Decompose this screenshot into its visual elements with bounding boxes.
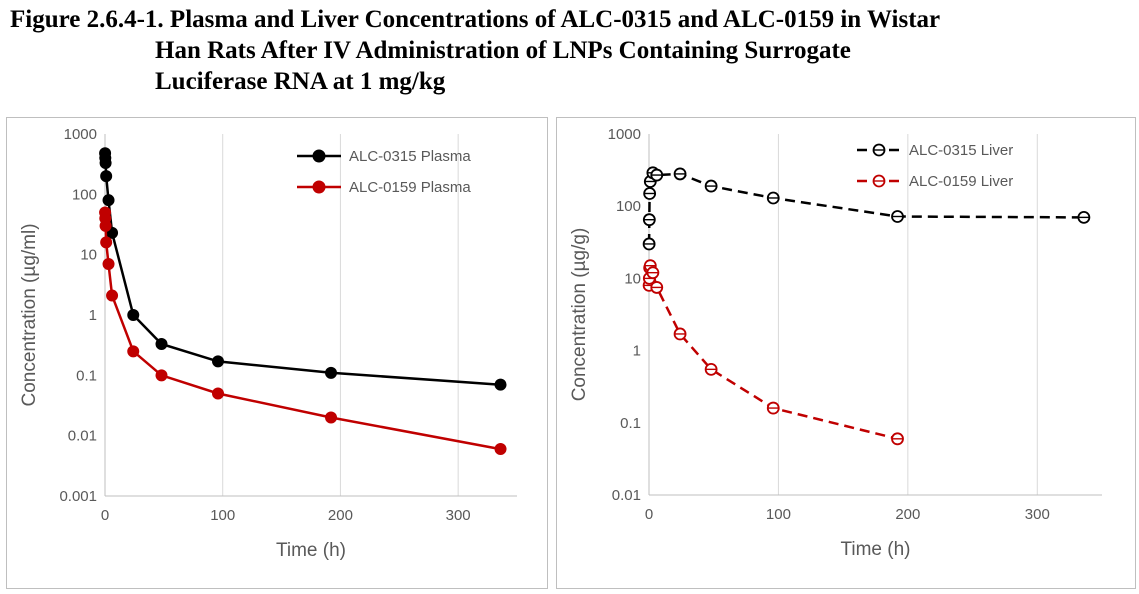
y-tick-label: 0.01: [612, 487, 641, 504]
y-tick-label: 1: [633, 343, 641, 360]
alc-0159-plasma-point: [127, 345, 140, 358]
alc-0159-plasma-point: [325, 411, 338, 424]
y-tick-label: 1000: [64, 126, 97, 143]
liver-chart: 0.01 0.1 1 10 100 1000 0 100 200 300 Time (h) Conce…: [569, 126, 1102, 560]
y-tick-label: 0.1: [620, 415, 641, 432]
y-tick-label: 0.01: [68, 428, 97, 445]
alc-0159-plasma-point: [212, 387, 225, 400]
y-tick-label: 100: [72, 186, 97, 203]
title-line-1: Figure 2.6.4-1. Plasma and Liver Concent…: [10, 6, 941, 33]
alc-0315-plasma-point: [155, 338, 168, 351]
alc-0159-plasma-legend-marker: [312, 180, 326, 194]
y-tick-label: 100: [616, 198, 641, 215]
alc-0315-plasma-legend-marker: [312, 149, 326, 163]
alc-0159-plasma-point: [100, 236, 113, 249]
alc-0159-plasma-point: [155, 369, 168, 382]
y-tick-label: 10: [624, 270, 641, 287]
y-tick-label: 0.001: [59, 488, 97, 505]
alc-0315-plasma-point: [100, 170, 113, 183]
x-tick-label: 300: [446, 507, 471, 524]
x-tick-label: 0: [101, 507, 109, 524]
alc-0159-plasma-point: [494, 443, 507, 456]
alc-0159-plasma-legend-label: ALC-0159 Plasma: [349, 179, 471, 196]
alc-0315-plasma-point: [127, 309, 140, 321]
x-axis-title: Time (h): [276, 540, 346, 561]
y-tick-label: 0.1: [76, 367, 97, 384]
alc-0315-liver-line: [647, 170, 1084, 245]
alc-0315-plasma-point: [212, 355, 225, 368]
x-tick-label: 300: [1025, 506, 1050, 523]
x-tick-label: 100: [210, 507, 235, 524]
alc-0315-plasma-point: [494, 378, 507, 391]
alc-0159-plasma-point: [99, 219, 112, 232]
alc-0159-liver-legend-label: ALC-0159 Liver: [909, 173, 1013, 190]
y-axis-title: Concentration (µg/g): [569, 228, 590, 402]
title-line-3: Luciferase RNA at 1 mg/kg: [155, 68, 446, 95]
y-tick-label: 10: [80, 247, 97, 264]
y-tick-label: 1: [89, 307, 97, 324]
plasma-chart: 0.001 0.01 0.1 1 10 100 1000 0 100 200 300 Time (h)…: [19, 126, 517, 561]
x-tick-label: 100: [766, 506, 791, 523]
alc-0315-plasma-point: [102, 194, 115, 207]
alc-0315-plasma-point: [99, 157, 112, 170]
y-axis-title: Concentration (µg/ml): [19, 223, 40, 406]
x-tick-label: 200: [328, 507, 353, 524]
x-tick-label: 200: [895, 506, 920, 523]
alc-0159-plasma-line: [103, 212, 501, 451]
plasma-chart-panel: 0.001 0.01 0.1 1 10 100 1000 0 100 200 300 Time (h)…: [6, 117, 548, 589]
alc-0315-plasma-point: [325, 366, 338, 379]
alc-0159-plasma-point: [102, 258, 115, 271]
alc-0159-plasma-point: [106, 289, 119, 302]
alc-0315-plasma-legend-label: ALC-0315 Plasma: [349, 148, 471, 165]
liver-chart-panel: 0.01 0.1 1 10 100 1000 0 100 200 300 Time (h) Conce…: [556, 117, 1136, 589]
x-tick-label: 0: [645, 506, 653, 523]
figure-title: Figure 2.6.4-1. Plasma and Liver Concent…: [10, 4, 1135, 97]
x-axis-title: Time (h): [840, 539, 910, 560]
y-tick-label: 1000: [608, 126, 641, 143]
title-line-2: Han Rats After IV Administration of LNPs…: [155, 37, 851, 64]
alc-0315-liver-legend-label: ALC-0315 Liver: [909, 142, 1013, 159]
